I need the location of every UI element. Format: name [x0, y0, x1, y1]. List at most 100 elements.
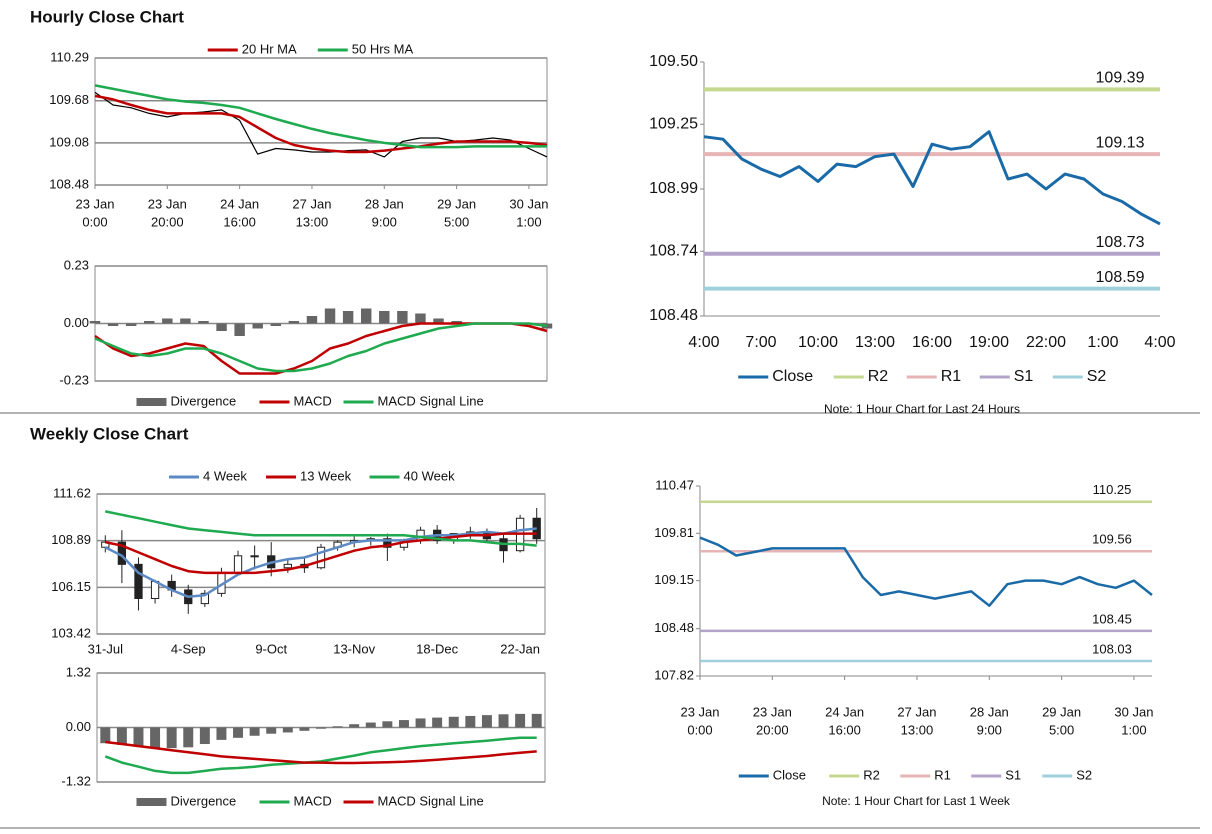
y-tick-label: -1.32 — [61, 773, 91, 788]
level-label: 108.45 — [1092, 611, 1132, 626]
bar — [481, 715, 492, 728]
bar — [100, 727, 111, 744]
x-tick-label: 30 Jan — [1114, 704, 1153, 719]
bar — [306, 316, 318, 324]
bar — [233, 727, 244, 738]
y-tick-label: 109.81 — [654, 525, 694, 540]
x-tick-label: 9-Oct — [255, 641, 287, 656]
legend-label: 4 Week — [203, 468, 247, 483]
x-tick-label: 1:00 — [516, 214, 541, 229]
y-tick-label: 111.62 — [53, 485, 91, 500]
level-label: 109.13 — [1096, 134, 1145, 151]
y-tick-label: 109.15 — [654, 572, 694, 587]
section-title: Hourly Close Chart — [30, 7, 184, 26]
candle-body — [233, 555, 243, 574]
legend-label: S2 — [1076, 767, 1092, 782]
x-tick-label: 20:00 — [151, 214, 184, 229]
bar — [144, 321, 155, 324]
series-line — [105, 510, 537, 547]
bar — [397, 311, 408, 324]
y-tick-label: 1.32 — [66, 664, 91, 679]
x-tick-label: 23 Jan — [148, 196, 187, 211]
bar — [166, 727, 177, 749]
x-tick-label: 1:00 — [1087, 334, 1118, 351]
x-tick-label: 22-Jan — [500, 641, 540, 656]
bar — [365, 722, 376, 728]
x-tick-label: 4:00 — [688, 334, 719, 351]
x-tick-label: 23 Jan — [680, 704, 719, 719]
x-tick-label: 23 Jan — [753, 704, 792, 719]
legend-label: R1 — [941, 368, 962, 385]
x-tick-label: 5:00 — [1049, 722, 1074, 737]
bar — [498, 714, 509, 728]
y-tick-label: 109.08 — [49, 134, 89, 149]
legend-label: MACD — [294, 393, 332, 408]
bar — [432, 717, 443, 728]
x-tick-label: 16:00 — [912, 334, 952, 351]
legend-swatch — [136, 398, 167, 406]
bar — [249, 727, 260, 736]
y-tick-label: 107.82 — [654, 667, 694, 682]
y-tick-label: 110.29 — [50, 49, 89, 64]
x-tick-label: 7:00 — [745, 334, 776, 351]
y-tick-label: 108.89 — [51, 532, 91, 547]
bar — [199, 727, 210, 745]
x-tick-label: 9:00 — [977, 722, 1002, 737]
bar — [252, 323, 263, 329]
section-title: Weekly Close Chart — [30, 424, 189, 443]
legend-label: S1 — [1005, 767, 1021, 782]
y-tick-label: 109.68 — [49, 92, 89, 107]
bar — [531, 713, 542, 728]
y-tick-label: 108.48 — [649, 307, 698, 324]
legend-swatch — [136, 798, 167, 806]
level-label: 108.59 — [1096, 269, 1145, 286]
y-tick-label: 103.42 — [51, 625, 91, 640]
series-line — [104, 527, 537, 599]
candle-body — [250, 555, 259, 558]
x-tick-label: 29 Jan — [1042, 704, 1081, 719]
legend-label: S1 — [1014, 368, 1034, 385]
legend-label: MACD Signal Line — [378, 793, 484, 808]
y-tick-label: 108.48 — [654, 620, 694, 635]
legend-label: 40 Week — [404, 468, 456, 483]
bar — [299, 727, 310, 731]
x-tick-label: 31-Jul — [88, 641, 124, 656]
x-tick-label: 18-Dec — [416, 641, 458, 656]
x-tick-label: 27 Jan — [897, 704, 936, 719]
series-line — [699, 536, 1153, 607]
candle-body — [134, 563, 143, 599]
y-tick-label: 108.48 — [49, 176, 89, 191]
bar — [162, 318, 173, 324]
plot-frame — [94, 57, 548, 186]
candle-body — [316, 546, 326, 569]
y-tick-label: 0.23 — [64, 257, 89, 272]
x-tick-label: 19:00 — [969, 334, 1009, 351]
bar — [433, 318, 444, 324]
bar — [183, 727, 194, 748]
legend-label: R1 — [934, 767, 951, 782]
bar — [448, 716, 459, 728]
series-line — [703, 130, 1161, 226]
bar — [349, 724, 360, 728]
series-line — [94, 94, 548, 154]
x-tick-label: 0:00 — [687, 722, 712, 737]
bar — [282, 727, 293, 733]
bar — [216, 727, 227, 740]
x-tick-label: 29 Jan — [437, 196, 476, 211]
legend-label: Close — [772, 368, 813, 385]
y-tick-label: -0.23 — [59, 372, 89, 387]
legend-label: Divergence — [171, 393, 237, 408]
bar — [316, 727, 326, 729]
series-line — [94, 322, 548, 373]
x-tick-label: 10:00 — [798, 334, 838, 351]
bar — [150, 727, 161, 749]
y-tick-label: 109.25 — [649, 115, 698, 132]
x-tick-label: 4-Sep — [171, 641, 206, 656]
x-tick-label: 16:00 — [828, 722, 861, 737]
x-tick-label: 24 Jan — [825, 704, 864, 719]
legend-label: R2 — [863, 767, 880, 782]
bar — [116, 727, 127, 745]
bar — [382, 721, 393, 728]
y-tick-label: 106.15 — [51, 579, 91, 594]
